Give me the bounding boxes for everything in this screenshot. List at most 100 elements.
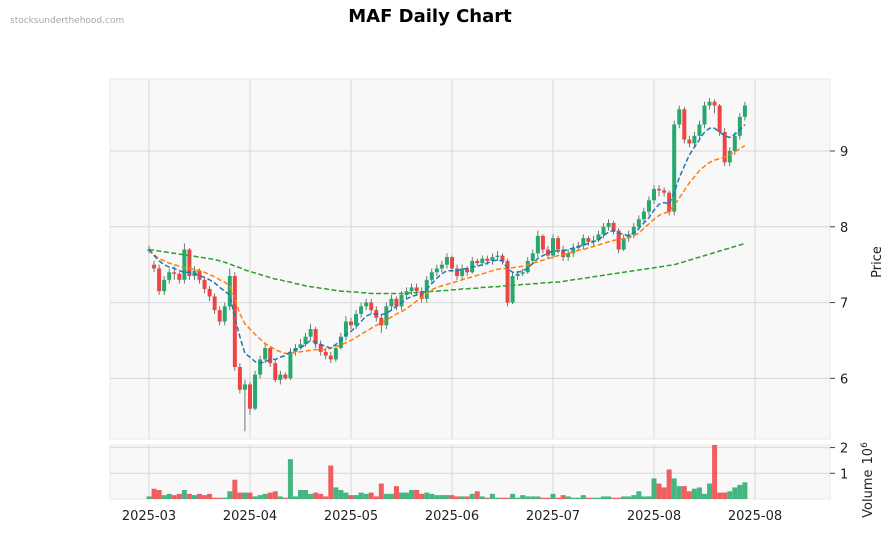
volume-bar bbox=[328, 465, 334, 499]
candle-body bbox=[439, 264, 444, 269]
candle-body bbox=[742, 105, 747, 117]
candle-body bbox=[677, 109, 682, 125]
volume-bar bbox=[257, 495, 263, 499]
volume-bar bbox=[479, 496, 485, 499]
candle-body bbox=[323, 351, 328, 356]
volume-bar bbox=[303, 490, 309, 499]
volume-bar bbox=[308, 493, 314, 499]
volume-bar bbox=[540, 497, 546, 499]
volume-bar bbox=[247, 492, 253, 499]
volume-bar bbox=[601, 496, 606, 499]
volume-bar bbox=[353, 495, 359, 499]
chart-title: MAF Daily Chart bbox=[348, 6, 512, 27]
candle-body bbox=[601, 226, 606, 235]
candle-body bbox=[737, 116, 742, 136]
candle-body bbox=[712, 101, 717, 106]
candle-body bbox=[409, 287, 414, 292]
volume-bar bbox=[464, 496, 470, 499]
volume-bar bbox=[590, 497, 596, 499]
volume-bar bbox=[626, 496, 632, 499]
volume-bar bbox=[404, 492, 410, 499]
price-panel bbox=[109, 78, 831, 440]
volume-bar bbox=[181, 490, 187, 499]
candle-body bbox=[500, 255, 505, 261]
volume-bar bbox=[166, 493, 172, 499]
volume-bar bbox=[742, 482, 748, 499]
volume-bar bbox=[146, 496, 152, 499]
candle-body bbox=[611, 223, 616, 231]
volume-bar bbox=[727, 491, 733, 499]
volume-bar bbox=[636, 491, 642, 499]
volume-bar bbox=[186, 493, 192, 499]
candle-body bbox=[485, 258, 490, 261]
candle-body bbox=[535, 235, 540, 254]
candle-body bbox=[273, 363, 278, 380]
candle-body bbox=[349, 321, 353, 326]
volume-tick-label: 1 bbox=[840, 467, 848, 482]
volume-bar bbox=[444, 495, 450, 499]
candle-body bbox=[338, 336, 343, 349]
volume-bar bbox=[176, 493, 182, 499]
volume-bar bbox=[156, 490, 162, 499]
candle-body bbox=[515, 273, 520, 277]
volume-bar bbox=[267, 492, 273, 499]
volume-bar bbox=[454, 496, 460, 499]
volume-bar bbox=[702, 493, 707, 499]
candle-body bbox=[359, 306, 364, 314]
candle-body bbox=[697, 124, 702, 136]
volume-bar bbox=[505, 497, 511, 499]
candle-body bbox=[399, 295, 404, 307]
volume-bar bbox=[606, 496, 612, 499]
volume-bar bbox=[737, 484, 743, 499]
volume-bar bbox=[515, 497, 521, 499]
volume-bar bbox=[621, 496, 627, 499]
candle-body bbox=[490, 257, 495, 261]
candles bbox=[147, 97, 747, 432]
ma-long-line bbox=[148, 242, 746, 295]
volume-bar bbox=[500, 497, 505, 499]
candle-body bbox=[379, 317, 384, 326]
volume-bar bbox=[570, 497, 576, 499]
volume-bar bbox=[439, 495, 445, 499]
candle-body bbox=[318, 344, 323, 352]
candle-body bbox=[248, 384, 252, 409]
candle-body bbox=[414, 287, 419, 292]
volume-bar bbox=[616, 497, 622, 499]
volume-label-text: Volume bbox=[861, 469, 876, 517]
candle-body bbox=[702, 105, 707, 125]
candle-body bbox=[596, 234, 601, 241]
candle-body bbox=[253, 374, 258, 409]
x-tick-label: 2025-07 bbox=[526, 509, 580, 524]
candle-body bbox=[308, 329, 313, 337]
candle-body bbox=[278, 374, 283, 380]
volume-bar bbox=[631, 495, 637, 499]
volume-bar bbox=[151, 488, 157, 499]
candle-body bbox=[460, 268, 465, 277]
volume-bar bbox=[202, 495, 208, 499]
candle-body bbox=[197, 270, 202, 280]
candle-body bbox=[303, 336, 308, 345]
volume-bar bbox=[333, 487, 339, 499]
candle-body bbox=[328, 355, 333, 360]
volume-bar bbox=[712, 445, 718, 499]
volume-bar bbox=[550, 493, 556, 499]
candle-body bbox=[510, 276, 515, 303]
candle-body bbox=[389, 298, 394, 307]
volume-bar bbox=[434, 495, 440, 499]
volume-bar bbox=[363, 493, 369, 499]
volume-bars bbox=[146, 445, 748, 499]
x-tick-label: 2025-08 bbox=[728, 509, 782, 524]
candle-body bbox=[288, 351, 293, 379]
candle-body bbox=[212, 296, 217, 311]
volume-bar bbox=[429, 493, 435, 499]
candle-body bbox=[187, 249, 192, 277]
volume-bar bbox=[671, 478, 677, 499]
volume-bar bbox=[575, 497, 581, 499]
candle-body bbox=[333, 348, 338, 360]
volume-bar bbox=[555, 497, 561, 499]
volume-bar bbox=[378, 483, 384, 499]
candle-body bbox=[551, 238, 555, 256]
x-tick-label: 2025-06 bbox=[425, 509, 479, 524]
candle-body bbox=[419, 291, 424, 299]
